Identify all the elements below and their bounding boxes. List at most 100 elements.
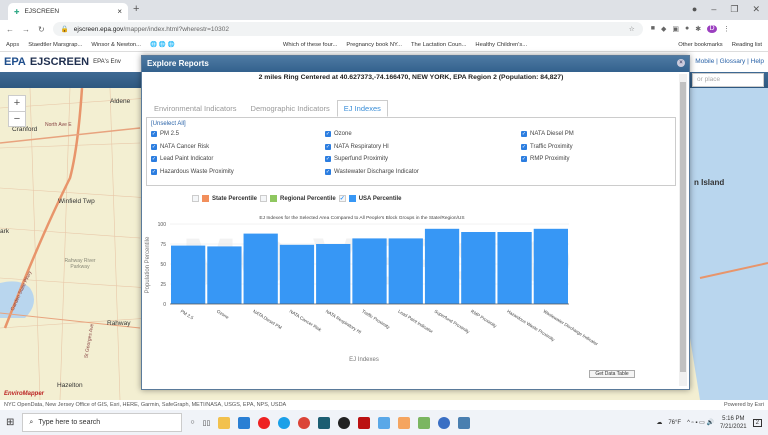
zoom-out-button[interactable]: − (9, 111, 25, 126)
checkbox-check-icon[interactable]: ✓ (325, 131, 331, 137)
chrome-icon[interactable] (298, 416, 311, 429)
indicator-checkbox[interactable]: ✓ Lead Paint Indicator (151, 156, 213, 162)
checkbox-check-icon[interactable]: ✓ (151, 156, 157, 162)
bookmark[interactable]: Staedtler Marsgrap... (28, 41, 83, 48)
bar-rmp-proximity[interactable] (461, 232, 496, 304)
bar-ozone[interactable] (207, 246, 242, 304)
extension-icon[interactable]: ● (684, 25, 690, 32)
indicator-checkbox[interactable]: ✓ Superfund Proximity (325, 156, 388, 162)
legend-checkbox-usa[interactable]: ✓ (338, 195, 346, 202)
extension-icon[interactable]: ◆ (660, 26, 667, 33)
weather-icon[interactable]: ☁ (656, 420, 663, 426)
xbox-icon[interactable] (338, 416, 351, 429)
indicator-checkbox[interactable]: ✓ NATA Cancer Risk (151, 143, 209, 150)
globe-icon[interactable]: 🌐 🌐 🌐 (149, 41, 175, 48)
thunderbird-icon[interactable] (438, 416, 451, 429)
zoom-in-button[interactable]: + (13, 97, 21, 109)
notepad-icon[interactable] (398, 416, 411, 429)
indicator-checkbox[interactable]: ✓ Ozone (325, 131, 352, 137)
checkbox-check-icon[interactable]: ✓ (151, 168, 157, 175)
bar-wastewater-discharge-indicator[interactable] (533, 228, 568, 304)
opera-icon[interactable] (258, 416, 271, 429)
bookmark[interactable]: Winsor & Newton... (91, 41, 141, 48)
task-view-icon[interactable]: ▯▯ (202, 419, 211, 427)
bar-lead-paint-indicator[interactable] (388, 238, 423, 304)
forward-icon[interactable]: → (22, 24, 30, 34)
link-glossary[interactable]: Glossary (719, 58, 746, 65)
extension-icon[interactable]: ■ (650, 25, 655, 32)
windows-start-icon[interactable]: ⊞ (6, 417, 15, 428)
tab-environmental-indicators[interactable]: Environmental Indicators (154, 104, 237, 113)
bar-superfund-proximity[interactable] (424, 228, 460, 304)
cortana-icon[interactable]: ○ (190, 419, 195, 426)
bookmark-star-icon[interactable]: ☆ (628, 26, 635, 33)
calculator-icon[interactable] (458, 416, 471, 429)
bookmark-folder-other[interactable]: Other bookmarks (678, 41, 723, 48)
indicator-checkbox[interactable]: ✓ RMP Proximity (521, 156, 570, 162)
checkbox-check-icon[interactable]: ✓ (325, 156, 331, 162)
mail-icon[interactable] (238, 416, 251, 429)
dialog-scrollbar[interactable] (679, 74, 687, 386)
app-icon[interactable] (318, 416, 331, 429)
checkbox-check-icon[interactable]: ✓ (151, 131, 157, 137)
minimize-button[interactable]: – (711, 4, 717, 14)
profile-icon[interactable]: ● (691, 4, 698, 14)
menu-icon[interactable]: ⋮ (723, 26, 731, 33)
scrollbar-thumb[interactable] (680, 82, 686, 372)
indicator-checkbox[interactable]: ✓ PM 2.5 (151, 131, 179, 137)
weather-temp[interactable]: 76°F (668, 419, 682, 426)
indicator-checkbox[interactable]: ✓ NATA Diesel PM (521, 131, 574, 137)
legend-label-usa[interactable]: USA Percentile (358, 195, 402, 202)
browser-tab[interactable]: ✚ EJSCREEN × (8, 3, 128, 20)
close-dialog-button[interactable]: × (677, 59, 685, 67)
bookmark[interactable]: Healthy Children's... (475, 41, 528, 48)
bookmark[interactable]: The Lactation Coun... (410, 41, 467, 48)
indicator-checkbox[interactable]: ✓ NATA Respiratory HI (325, 143, 389, 150)
back-icon[interactable]: ← (6, 24, 14, 34)
restore-button[interactable]: ❐ (730, 4, 739, 14)
url-field[interactable]: 🔒 ejscreen.epa.gov/mapper/index.html?wher… (52, 22, 643, 36)
bar-pm-2-5[interactable] (171, 245, 206, 304)
powered-by[interactable]: Powered by Esri (723, 402, 764, 408)
indicator-checkbox[interactable]: ✓ Wastewater Discharge Indicator (325, 168, 419, 175)
app-icon[interactable] (378, 416, 391, 429)
close-window-button[interactable]: ✕ (752, 4, 760, 14)
notifications-icon[interactable]: 2 (752, 418, 762, 427)
bar-nata-cancer-risk[interactable] (279, 244, 315, 304)
checkbox-check-icon[interactable]: ✓ (151, 143, 157, 150)
reading-list[interactable]: Reading list (731, 41, 762, 48)
bar-nata-diesel-pm[interactable] (243, 233, 278, 304)
legend-label-regional[interactable]: Regional Percentile (280, 195, 336, 202)
tab-demographic-indicators[interactable]: Demographic Indicators (250, 104, 330, 113)
bar-traffic-proximity[interactable] (352, 238, 387, 304)
clock[interactable]: 5:16 PM 7/21/2021 (720, 415, 747, 431)
tab-ej-indexes[interactable]: EJ Indexes (336, 100, 388, 117)
link-help[interactable]: Help (750, 58, 764, 65)
taskbar-search[interactable]: ⌕ Type here to search (22, 413, 183, 432)
new-tab-button[interactable]: + (133, 3, 140, 15)
profile-avatar[interactable]: D (707, 25, 718, 33)
file-explorer-icon[interactable] (218, 416, 231, 429)
bar-hazardous-waste-proximity[interactable] (497, 232, 532, 304)
paint-icon[interactable] (418, 416, 431, 429)
place-search-input[interactable]: or place (692, 73, 764, 87)
legend-checkbox-state[interactable] (192, 195, 199, 202)
bookmark-apps[interactable]: Apps (6, 41, 20, 48)
indicator-checkbox[interactable]: ✓ Traffic Proximity (521, 143, 573, 150)
puzzle-icon[interactable]: ✱ (695, 26, 702, 33)
app-icon[interactable] (358, 416, 371, 429)
checkbox-check-icon[interactable]: ✓ (325, 143, 331, 150)
legend-label-state[interactable]: State Percentile (212, 195, 258, 202)
checkbox-check-icon[interactable]: ✓ (521, 156, 527, 162)
extension-icon[interactable]: ▣ (672, 26, 679, 33)
reload-icon[interactable]: ↻ (38, 24, 45, 34)
legend-checkbox-regional[interactable] (260, 195, 268, 202)
unselect-all-link[interactable]: [Unselect All] (151, 121, 186, 127)
skype-icon[interactable] (278, 416, 291, 429)
close-tab-icon[interactable]: × (117, 7, 122, 16)
bookmark[interactable]: Which of these four... (282, 41, 338, 48)
bar-nata-respiratory-hi[interactable] (316, 244, 351, 304)
bookmark[interactable]: Pregnancy book NY... (346, 41, 402, 48)
get-data-table-button[interactable]: Get Data Table (589, 370, 635, 378)
link-mobile[interactable]: Mobile (695, 58, 715, 65)
